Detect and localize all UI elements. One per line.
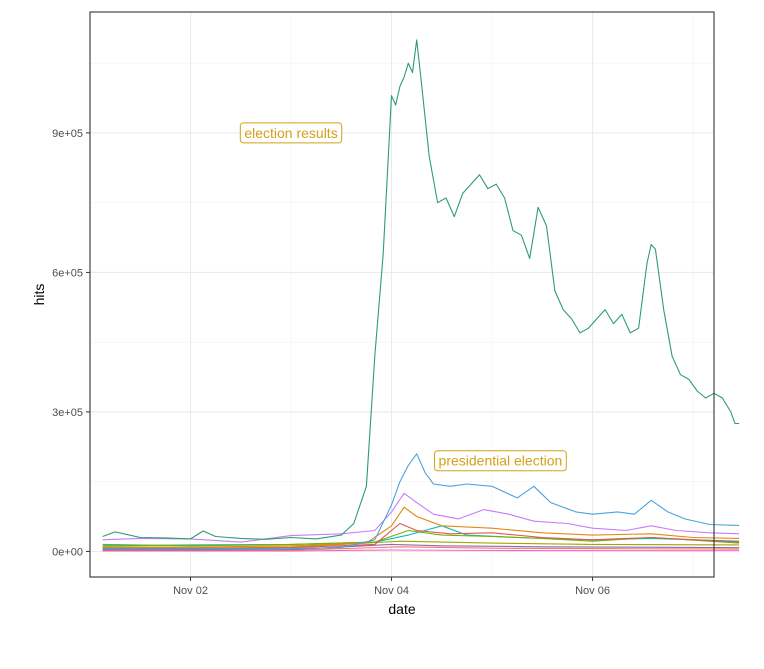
x-tick-label: Nov 02 [173,585,208,597]
series-line [102,529,740,547]
x-tick-label: Nov 06 [575,585,610,597]
annotation-label: election results [239,122,343,144]
y-tick-label: 3e+05 [52,407,83,419]
series-line [102,549,740,552]
y-axis-title: hits [31,284,47,306]
series-line [102,546,740,552]
y-axis: 0e+00 3e+05 6e+05 9e+05 [52,128,90,558]
panel-border [89,11,715,578]
x-axis: Nov 02 Nov 04 Nov 06 [173,577,610,597]
x-axis-title: date [388,601,415,617]
annotation-text: presidential election [439,453,563,469]
grid-minor [90,12,714,577]
annotation-text: election results [244,125,337,141]
annotation-box [239,122,343,144]
series-line [102,506,740,548]
series-line [102,453,740,550]
x-tick-label: Nov 04 [374,585,409,597]
series-layer [102,39,740,552]
y-tick-label: 9e+05 [52,128,83,140]
y-tick-label: 0e+00 [52,546,83,558]
y-tick-label: 6e+05 [52,267,83,279]
series-line [102,522,740,550]
annotations-layer: election results presidential election [239,122,567,472]
annotation-box [434,450,567,472]
annotation-label: presidential election [434,450,567,472]
series-line [102,39,740,540]
series-line [102,543,740,551]
